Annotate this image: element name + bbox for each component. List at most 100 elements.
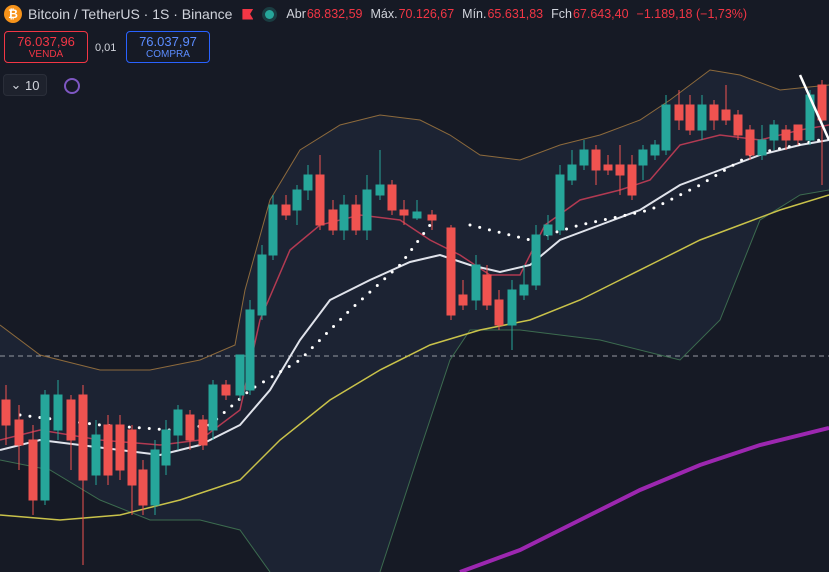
candle-up xyxy=(245,300,255,395)
candle-up xyxy=(412,200,422,220)
header: ₿ Bitcoin / TetherUS · 1S · Binance Abr … xyxy=(0,0,829,28)
candle-up xyxy=(507,280,517,350)
candle-down xyxy=(482,265,492,310)
candle-up xyxy=(519,265,529,300)
candle-down xyxy=(78,385,88,565)
lower-band xyxy=(0,189,829,572)
candle-up xyxy=(757,125,767,160)
candle-up xyxy=(661,95,671,155)
candle-down xyxy=(781,125,791,150)
candle-down xyxy=(603,155,613,175)
candle-up xyxy=(40,390,50,505)
candle-up xyxy=(208,380,218,440)
candle-up xyxy=(567,150,577,185)
indicator-count: 10 xyxy=(25,77,40,93)
candle-up xyxy=(769,120,779,150)
candle-down xyxy=(427,210,437,230)
candle-down xyxy=(115,415,125,480)
candle-up xyxy=(339,195,349,240)
candle-up xyxy=(268,195,278,260)
candle-down xyxy=(198,415,208,450)
candle-down xyxy=(458,280,468,310)
sell-button[interactable]: 76.037,96 VENDA xyxy=(4,31,88,63)
candle-up xyxy=(375,150,385,200)
candle-down xyxy=(721,85,731,125)
candle-up xyxy=(91,420,101,485)
candle-down xyxy=(709,100,719,130)
candle-down xyxy=(127,425,137,515)
candle-down xyxy=(591,145,601,185)
candle-down xyxy=(745,125,755,160)
spread: 0,01 xyxy=(95,42,117,54)
candle-down xyxy=(733,110,743,140)
caret: ⌄ xyxy=(10,77,26,92)
candle-up xyxy=(235,354,245,400)
candle-up xyxy=(53,380,63,440)
sell-price: 76.037,96 xyxy=(17,34,75,49)
candle-up xyxy=(257,245,267,320)
flag-icon[interactable] xyxy=(242,8,254,20)
ohlc-label: Abr xyxy=(286,7,306,21)
buy-label: COMPRA xyxy=(146,49,190,60)
candle-up xyxy=(531,225,541,290)
candle-up xyxy=(292,185,302,225)
candle-up xyxy=(543,215,553,240)
upper-band xyxy=(0,69,829,371)
candle-up xyxy=(579,140,589,170)
candle-up xyxy=(555,165,565,235)
sell-label: VENDA xyxy=(28,49,64,60)
candle-down xyxy=(281,195,291,220)
candle-down xyxy=(315,155,325,230)
ohlc-value: 67.643,40 xyxy=(572,7,629,21)
candle-down xyxy=(328,200,338,235)
buy-price: 76.037,97 xyxy=(139,34,197,49)
candle-down xyxy=(66,395,76,470)
buy-button[interactable]: 76.037,97 COMPRA xyxy=(126,31,210,63)
candle-down xyxy=(387,180,397,215)
indicators-toggle[interactable]: ⌄ 10 xyxy=(3,74,47,96)
candle-up xyxy=(638,145,648,180)
candle-down xyxy=(1,385,11,445)
ohlc-label: Fch xyxy=(551,7,572,21)
candle-down xyxy=(28,425,38,515)
ohlc-value: 68.832,59 xyxy=(306,7,363,21)
candle-down xyxy=(793,124,803,145)
ohlc-value: 70.126,67 xyxy=(398,7,455,21)
candle-up xyxy=(650,140,660,160)
candle-down xyxy=(446,225,456,320)
symbol[interactable]: Bitcoin / TetherUS · 1S · Binance xyxy=(28,6,233,22)
change: −1.189,18 (−1,73%) xyxy=(636,7,748,21)
candle-down xyxy=(221,380,231,400)
band-fill xyxy=(0,70,829,572)
candle-down xyxy=(674,90,684,130)
candle-up xyxy=(697,95,707,140)
ohlc-label: Mín. xyxy=(462,7,487,21)
candle-down xyxy=(14,405,24,470)
ma-yellow xyxy=(0,194,829,521)
candle-up xyxy=(173,405,183,450)
ma-purple xyxy=(459,426,829,572)
candle-up xyxy=(150,440,160,515)
ohlc-label: Máx. xyxy=(370,7,398,21)
ma-red xyxy=(0,124,829,446)
candle-down xyxy=(817,80,827,185)
drawing-line xyxy=(798,74,829,141)
candle-down xyxy=(494,290,504,330)
candle-down xyxy=(685,95,695,135)
status-dot xyxy=(265,9,275,19)
candle-up xyxy=(362,175,372,240)
sync-icon[interactable] xyxy=(64,78,80,94)
candle-down xyxy=(185,410,195,450)
candle-down xyxy=(627,155,637,200)
ohlc-value: 65.631,83 xyxy=(487,7,544,21)
candle-down xyxy=(399,200,409,225)
candle-down xyxy=(351,195,361,235)
candle-up xyxy=(161,420,171,475)
candle-down xyxy=(103,415,113,485)
candle-down xyxy=(615,145,625,195)
candles xyxy=(1,80,827,565)
coin-icon: ₿ xyxy=(4,5,22,23)
candle-up xyxy=(303,165,313,200)
